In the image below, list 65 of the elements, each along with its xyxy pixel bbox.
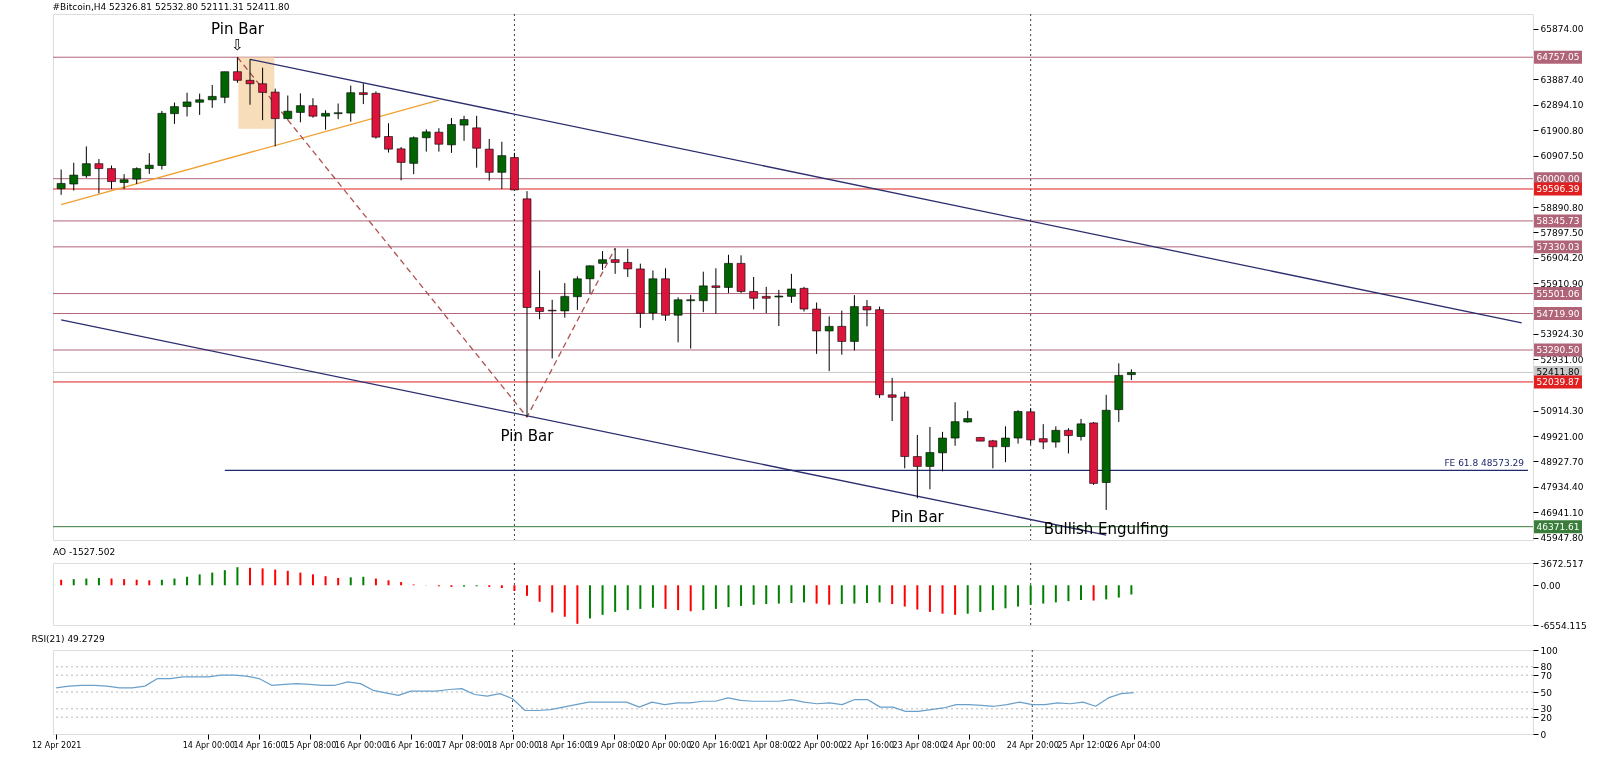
- ref-line-label: 53290.50: [1536, 345, 1580, 356]
- x-tick-label: 23 Apr 08:00: [892, 740, 945, 750]
- x-tick-label: 20 Apr 00:00: [639, 740, 692, 750]
- x-tick-label: 24 Apr 20:00: [1006, 740, 1059, 750]
- y-tick-label: 0.00: [1540, 580, 1561, 591]
- y-tick-label: 50914.30: [1540, 406, 1584, 417]
- y-tick-label: 60907.50: [1540, 151, 1584, 162]
- annotation: Pin Bar: [211, 20, 265, 39]
- y-tick-label: 50: [1540, 687, 1553, 698]
- x-tick-label: 15 Apr 08:00: [284, 740, 337, 750]
- y-tick-label: 65874.00: [1540, 24, 1584, 35]
- ref-line-label: 46371.61: [1536, 521, 1580, 532]
- x-tick-label: 20 Apr 16:00: [689, 740, 742, 750]
- x-tick-label: 18 Apr 16:00: [537, 740, 590, 750]
- y-tick-label: 0: [1540, 729, 1547, 740]
- ref-line-label: 52411.80: [1536, 367, 1580, 378]
- y-tick-label: 47934.40: [1540, 482, 1584, 493]
- y-tick-label: 57897.50: [1540, 227, 1584, 238]
- ref-line-label: 59596.39: [1536, 184, 1580, 194]
- y-tick-label: 48927.70: [1540, 456, 1584, 467]
- y-tick-label: 20: [1540, 712, 1553, 723]
- x-tick-label: 16 Apr 00:00: [334, 740, 387, 750]
- ref-line-label: 58345.73: [1536, 215, 1580, 226]
- annotation: Pin Bar: [890, 508, 945, 527]
- y-tick-label: 63887.40: [1540, 74, 1584, 85]
- ref-line-label: 64757.05: [1536, 52, 1580, 63]
- ref-line-label: 55501.06: [1536, 288, 1580, 299]
- y-tick-label: 49921.00: [1540, 431, 1584, 442]
- ref-line-label: 57330.03: [1536, 241, 1580, 252]
- series-label: FE 61.8 48573.29: [1444, 458, 1525, 469]
- x-tick-label: 16 Apr 16:00: [385, 740, 438, 750]
- x-tick-label: 14 Apr 16:00: [233, 740, 286, 750]
- chart-title: #Bitcoin,H4 52326.81 52532.80 52111.31 52411.80: [52, 1, 290, 12]
- y-tick-label: 46941.10: [1540, 507, 1584, 518]
- y-tick-label: 55910.90: [1540, 278, 1584, 289]
- y-tick-label: 58890.80: [1540, 202, 1584, 213]
- y-tick-label: 53924.30: [1540, 329, 1584, 340]
- y-tick-label: 45947.80: [1540, 533, 1584, 543]
- x-tick-label: 22 Apr 00:00: [791, 740, 844, 750]
- x-tick-label: 22 Apr 16:00: [841, 740, 895, 750]
- x-tick-label: 21 Apr 08:00: [740, 740, 793, 750]
- y-tick-label: 100: [1540, 645, 1558, 656]
- x-tick-label: 14 Apr 00:00: [182, 740, 235, 750]
- x-tick-label: 19 Apr 08:00: [588, 740, 641, 750]
- annotation: Pin Bar: [500, 427, 555, 446]
- y-tick-label: 56904.20: [1540, 253, 1584, 264]
- chart-title: RSI(21) 49.2729: [31, 634, 105, 644]
- chart-title: AO -1527.502: [53, 547, 116, 557]
- annotation: ⇩: [231, 36, 244, 55]
- y-tick-label: -6554.115: [1540, 620, 1587, 631]
- ref-line-label: 52039.87: [1536, 376, 1580, 387]
- x-tick-label: 12 Apr 2021: [31, 740, 82, 750]
- x-tick-label: 17 Apr 08:00: [436, 740, 489, 750]
- y-tick-label: 80: [1540, 662, 1553, 673]
- x-tick-label: 25 Apr 12:00: [1057, 740, 1110, 750]
- y-tick-label: 52931.00: [1540, 354, 1584, 365]
- ref-line-label: 54719.90: [1536, 308, 1580, 319]
- x-tick-label: 26 Apr 04:00: [1108, 740, 1161, 750]
- y-tick-label: 70: [1540, 670, 1553, 681]
- ref-line-label: 60000.00: [1536, 173, 1580, 184]
- y-tick-label: 61900.80: [1540, 125, 1584, 136]
- y-tick-label: 30: [1540, 704, 1553, 715]
- y-tick-label: 3672.517: [1540, 558, 1584, 569]
- y-tick-label: 62894.10: [1540, 100, 1584, 111]
- x-tick-label: 24 Apr 00:00: [943, 740, 996, 750]
